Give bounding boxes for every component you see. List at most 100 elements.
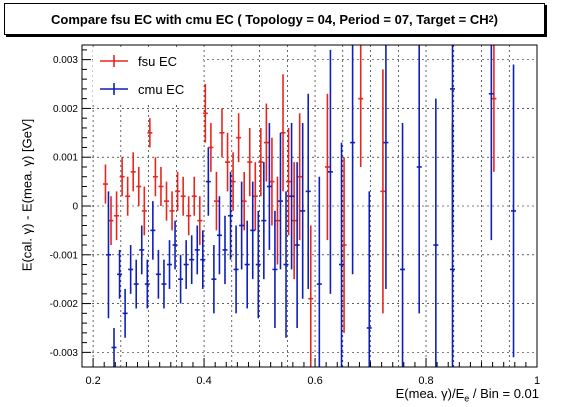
data-point bbox=[213, 171, 219, 231]
data-point bbox=[114, 191, 120, 241]
data-point bbox=[158, 166, 164, 206]
data-point bbox=[139, 225, 145, 275]
data-point bbox=[222, 215, 228, 285]
data-point bbox=[236, 113, 242, 163]
data-point bbox=[189, 235, 195, 285]
data-point bbox=[241, 171, 247, 231]
data-point bbox=[308, 225, 314, 367]
data-series bbox=[102, 45, 517, 367]
data-point bbox=[102, 164, 108, 204]
data-point bbox=[277, 132, 283, 270]
data-point bbox=[228, 171, 234, 260]
data-point bbox=[169, 191, 175, 231]
data-point bbox=[219, 108, 225, 158]
y-tick-label: -0.002 bbox=[50, 299, 79, 310]
x-tick-label: 0.8 bbox=[418, 375, 433, 387]
legend-label: fsu EC bbox=[138, 54, 177, 69]
data-point bbox=[130, 152, 136, 192]
y-tick-label: 0.003 bbox=[53, 55, 78, 66]
data-point bbox=[178, 254, 184, 304]
data-point bbox=[261, 162, 267, 280]
y-tick-label: 0.002 bbox=[53, 104, 78, 115]
data-point bbox=[150, 201, 156, 260]
y-tick-label: 0 bbox=[72, 202, 78, 213]
data-point bbox=[400, 123, 406, 367]
data-point bbox=[366, 191, 372, 367]
data-point bbox=[147, 118, 153, 148]
data-point bbox=[244, 220, 250, 309]
data-point bbox=[141, 186, 147, 236]
data-point bbox=[172, 220, 178, 270]
data-point bbox=[269, 137, 275, 226]
data-point bbox=[305, 93, 311, 289]
data-point bbox=[239, 181, 245, 270]
chart-title-prefix: Compare fsu EC with cmu EC ( Topology = … bbox=[51, 11, 489, 27]
legend-box bbox=[93, 50, 203, 102]
data-point bbox=[449, 123, 455, 367]
data-point bbox=[272, 210, 278, 328]
data-point bbox=[341, 157, 347, 333]
y-tick-label: -0.001 bbox=[50, 250, 79, 261]
data-point bbox=[136, 166, 142, 206]
data-point bbox=[383, 45, 389, 289]
axis-ticks: 0.2 0.4 0.6 0.8 1 -0.003 -0.002 -0.001 0 0.001 0.0… bbox=[50, 49, 540, 387]
data-point bbox=[197, 196, 203, 246]
x-tick-label: 0.2 bbox=[85, 375, 100, 387]
data-point bbox=[250, 181, 256, 280]
data-point bbox=[358, 45, 364, 167]
series-fsu-ec bbox=[102, 45, 497, 367]
data-point bbox=[316, 176, 322, 367]
x-tick-label: 1 bbox=[534, 375, 540, 387]
data-point bbox=[175, 171, 181, 211]
x-axis-label: E(mea. γ)/Ee / Bin = 0.01 bbox=[396, 386, 539, 404]
data-point bbox=[183, 240, 189, 289]
data-point bbox=[289, 123, 295, 270]
data-point bbox=[488, 45, 494, 241]
data-point bbox=[283, 191, 289, 338]
data-point bbox=[416, 45, 422, 314]
data-point bbox=[225, 132, 231, 192]
data-point bbox=[208, 123, 214, 172]
data-point bbox=[233, 225, 239, 314]
data-point bbox=[350, 45, 356, 275]
data-point bbox=[324, 93, 330, 241]
x-tick-label: 0.4 bbox=[196, 375, 211, 387]
data-point bbox=[194, 225, 200, 275]
data-point bbox=[186, 196, 192, 236]
data-point bbox=[117, 249, 123, 299]
y-tick-label: 0.001 bbox=[53, 153, 78, 164]
data-point bbox=[191, 176, 197, 216]
data-point bbox=[300, 123, 306, 299]
data-point bbox=[133, 259, 139, 309]
chart-title: Compare fsu EC with cmu EC ( Topology = … bbox=[4, 3, 545, 35]
data-point bbox=[266, 123, 272, 250]
legend: fsu EC cmu EC bbox=[93, 50, 203, 102]
data-point bbox=[327, 49, 333, 294]
data-point bbox=[167, 240, 173, 289]
data-point bbox=[491, 45, 497, 172]
x-axis-label-subscript: e bbox=[464, 393, 470, 404]
data-point bbox=[155, 249, 161, 299]
data-point bbox=[211, 245, 217, 314]
data-point bbox=[122, 288, 128, 338]
chart-title-suffix: ) bbox=[493, 11, 498, 27]
data-point bbox=[339, 142, 345, 367]
data-point bbox=[108, 196, 114, 246]
data-point bbox=[111, 327, 117, 367]
data-point bbox=[297, 113, 303, 241]
data-point bbox=[161, 259, 167, 309]
data-point bbox=[128, 245, 134, 294]
data-point bbox=[280, 74, 286, 192]
data-point bbox=[255, 210, 261, 319]
data-point bbox=[380, 69, 386, 314]
data-point bbox=[205, 147, 211, 216]
data-point bbox=[216, 196, 222, 275]
data-point bbox=[291, 162, 297, 280]
data-point bbox=[164, 181, 170, 221]
data-point bbox=[180, 176, 186, 216]
data-point bbox=[125, 176, 131, 216]
data-point bbox=[263, 103, 269, 182]
series-cmu-ec bbox=[105, 45, 517, 367]
data-point bbox=[247, 127, 253, 197]
